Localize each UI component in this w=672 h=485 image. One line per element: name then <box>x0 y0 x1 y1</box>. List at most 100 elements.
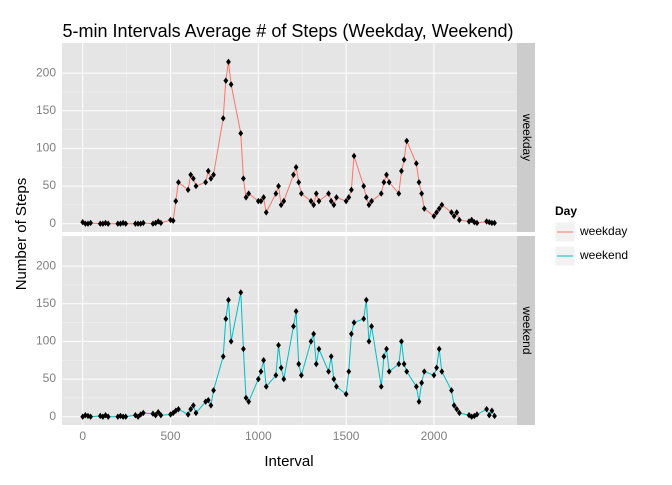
y-tick-label: 200 <box>36 258 56 272</box>
data-point <box>190 402 196 409</box>
data-point <box>396 190 402 197</box>
data-point <box>384 171 389 178</box>
data-point <box>246 190 252 197</box>
data-point <box>431 372 437 379</box>
data-point <box>241 175 246 182</box>
y-axis-label: Number of Steps <box>13 178 30 291</box>
data-point <box>404 137 410 145</box>
y-tick-label: 100 <box>36 334 56 348</box>
data-point <box>326 368 331 375</box>
data-point <box>474 219 480 227</box>
data-point <box>261 194 266 201</box>
data-point <box>439 201 445 209</box>
data-point <box>138 220 144 227</box>
data-point <box>349 330 354 338</box>
data-point <box>421 368 427 375</box>
data-point <box>381 179 387 186</box>
data-point <box>419 379 425 387</box>
data-point <box>331 201 337 209</box>
data-point <box>457 216 462 224</box>
data-point <box>366 201 372 209</box>
data-point <box>436 345 442 353</box>
data-point <box>80 219 86 226</box>
data-point <box>190 175 196 182</box>
strip-label: weekday <box>520 113 534 161</box>
data-point <box>118 220 123 227</box>
y-tick-label: 150 <box>36 103 56 117</box>
data-point <box>369 323 374 330</box>
data-point <box>469 216 475 224</box>
data-point <box>120 219 126 227</box>
data-point <box>378 190 384 197</box>
data-point <box>349 186 354 194</box>
data-point <box>492 219 497 227</box>
data-point <box>173 197 179 205</box>
data-point <box>399 167 404 175</box>
y-tick-label: 50 <box>43 178 57 192</box>
data-point <box>115 220 121 227</box>
data-point <box>298 190 304 197</box>
data-point <box>311 201 317 209</box>
legend-label: weekend <box>579 248 628 262</box>
data-point <box>369 197 374 205</box>
data-point <box>363 296 369 304</box>
data-point <box>484 405 490 413</box>
data-point <box>205 396 211 404</box>
data-point <box>326 190 331 197</box>
data-point <box>343 390 349 398</box>
data-point <box>308 197 314 205</box>
data-point <box>276 182 281 190</box>
data-point <box>413 383 419 390</box>
data-point <box>434 364 439 371</box>
data-point <box>100 413 106 420</box>
strip-label: weekend <box>520 305 534 354</box>
panel-background <box>62 236 517 425</box>
data-point <box>88 413 94 420</box>
data-point <box>80 413 86 420</box>
data-point <box>220 115 226 122</box>
data-point <box>176 405 181 413</box>
x-axis-label: Interval <box>264 453 313 470</box>
y-tick-label: 0 <box>49 409 56 423</box>
data-point <box>105 413 111 420</box>
data-point <box>469 413 475 420</box>
data-point <box>155 218 161 225</box>
x-tick-label: 2000 <box>421 429 448 443</box>
data-point <box>346 368 352 375</box>
data-point <box>328 197 334 205</box>
data-point <box>281 375 287 383</box>
data-point <box>363 194 369 201</box>
y-tick-label: 200 <box>36 65 56 79</box>
data-point <box>158 412 164 419</box>
data-point <box>211 171 216 178</box>
data-point <box>246 398 252 405</box>
data-point <box>311 330 317 338</box>
data-point <box>434 209 439 216</box>
data-point <box>258 197 264 205</box>
data-point <box>185 411 191 418</box>
data-point <box>386 368 392 375</box>
data-point <box>399 338 404 345</box>
data-point <box>419 190 425 197</box>
data-point <box>273 372 279 379</box>
data-point <box>401 360 407 368</box>
data-point <box>361 182 367 190</box>
data-point <box>263 383 269 390</box>
x-tick-label: 1500 <box>333 429 360 443</box>
data-point <box>120 413 126 420</box>
data-point <box>346 194 352 201</box>
data-point <box>123 413 129 420</box>
data-point <box>343 197 349 205</box>
data-point <box>457 409 462 417</box>
data-point <box>401 156 407 163</box>
data-point <box>238 130 244 137</box>
data-point <box>273 190 279 197</box>
data-point <box>316 345 322 353</box>
data-point <box>316 197 322 205</box>
y-tick-label: 50 <box>43 371 57 385</box>
data-point <box>226 296 231 304</box>
data-point <box>334 383 339 390</box>
data-point <box>153 219 158 227</box>
data-point <box>431 212 437 220</box>
data-point <box>226 58 231 66</box>
